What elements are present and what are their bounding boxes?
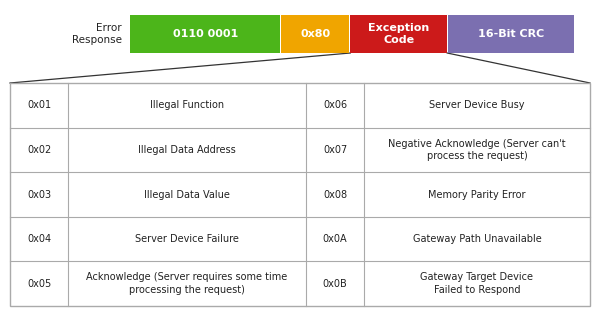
Text: 0110 0001: 0110 0001	[173, 29, 238, 39]
Text: Server Device Busy: Server Device Busy	[429, 100, 525, 110]
Text: 0x08: 0x08	[323, 189, 347, 199]
Text: Negative Acknowledge (Server can't
process the request): Negative Acknowledge (Server can't proce…	[388, 139, 566, 161]
Text: Illegal Function: Illegal Function	[150, 100, 224, 110]
Text: 0x02: 0x02	[27, 145, 51, 155]
Text: Acknowledge (Server requires some time
processing the request): Acknowledge (Server requires some time p…	[86, 272, 287, 295]
Text: Illegal Data Address: Illegal Data Address	[138, 145, 236, 155]
Text: 0x03: 0x03	[27, 189, 51, 199]
Text: 0x0B: 0x0B	[323, 279, 347, 289]
Text: Server Device Failure: Server Device Failure	[135, 234, 239, 244]
Text: 0x0A: 0x0A	[323, 234, 347, 244]
Bar	[448, 15, 574, 53]
Text: 0x05: 0x05	[27, 279, 51, 289]
Text: 0x04: 0x04	[27, 234, 51, 244]
Bar	[281, 15, 349, 53]
Text: Gateway Path Unavailable: Gateway Path Unavailable	[413, 234, 541, 244]
Text: 0x01: 0x01	[27, 100, 51, 110]
Text: 0x06: 0x06	[323, 100, 347, 110]
Text: 0x80: 0x80	[300, 29, 331, 39]
Bar	[10, 83, 590, 306]
Bar	[350, 15, 447, 53]
Text: Error
Response: Error Response	[72, 23, 122, 45]
Text: Exception
Code: Exception Code	[368, 23, 430, 45]
Text: Memory Parity Error: Memory Parity Error	[428, 189, 526, 199]
Text: 16-Bit CRC: 16-Bit CRC	[478, 29, 544, 39]
Text: Illegal Data Value: Illegal Data Value	[144, 189, 230, 199]
Bar	[130, 15, 280, 53]
Text: 0x07: 0x07	[323, 145, 347, 155]
Text: Gateway Target Device
Failed to Respond: Gateway Target Device Failed to Respond	[421, 272, 533, 295]
